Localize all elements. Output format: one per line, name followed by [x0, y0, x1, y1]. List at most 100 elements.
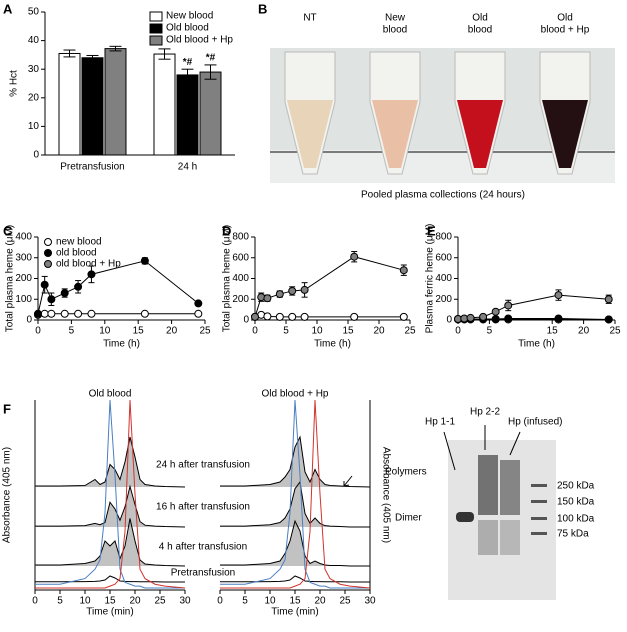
x-tick-label: 5	[57, 596, 63, 607]
tube-plasma	[287, 100, 333, 168]
tube-label: blood	[468, 25, 492, 36]
point	[479, 312, 488, 321]
point	[504, 314, 513, 323]
point	[40, 280, 49, 289]
tube-plasma	[542, 100, 588, 168]
point	[60, 309, 69, 318]
x-tick-label: 15	[342, 326, 354, 337]
point	[275, 290, 284, 299]
point	[40, 309, 49, 318]
legend-marker	[44, 238, 52, 246]
bar	[176, 74, 199, 156]
gel-marker-label: 100 kDa	[557, 514, 595, 525]
legend-label: New blood	[166, 11, 213, 22]
x-tick-label: 15	[289, 596, 301, 607]
x-tick-label: 20	[578, 326, 590, 337]
y-tick-label: 600	[232, 252, 249, 263]
legend-swatch	[149, 35, 163, 46]
trace-area	[220, 521, 370, 566]
gel-marker-label: 250 kDa	[557, 481, 595, 492]
tube-plasma	[372, 100, 418, 168]
x-tick-label: 20	[314, 596, 326, 607]
panel-label: D	[222, 223, 231, 238]
point	[87, 270, 96, 279]
x-axis-title: Time (h)	[314, 339, 351, 350]
point	[300, 285, 309, 294]
x-axis-title: Time (h)	[103, 339, 140, 350]
point	[47, 309, 56, 318]
x-tick-label: 25	[154, 596, 166, 607]
y-tick-label: 0	[446, 315, 452, 326]
gel-smear	[478, 455, 498, 515]
point	[140, 309, 149, 318]
trace	[220, 399, 371, 589]
trace	[35, 575, 185, 583]
x-tick-label: 25	[199, 326, 211, 337]
trace	[220, 435, 371, 488]
x-tick-label: 0	[217, 596, 223, 607]
x-tick-label: 10	[264, 596, 276, 607]
arrow	[343, 475, 353, 487]
point	[350, 312, 359, 321]
legend-swatch	[149, 11, 163, 22]
gel-band-label: Dimer	[395, 513, 422, 524]
gel-lane-label: Hp 2-2	[470, 407, 500, 418]
line	[254, 256, 404, 318]
bar	[104, 48, 127, 156]
legend-marker	[44, 249, 52, 257]
x-tick-label: 5	[487, 326, 493, 337]
x-tick-label: 5	[69, 326, 75, 337]
point	[87, 309, 96, 318]
y-axis-title: Total plasma heme (μM)	[222, 225, 233, 332]
legend-label: old blood + Hp	[56, 259, 121, 270]
x-tick-label: 20	[166, 326, 178, 337]
x-tick-label: 10	[311, 326, 323, 337]
point	[491, 314, 500, 323]
legend-label: Old blood + Hp	[166, 35, 233, 46]
legend-swatch	[149, 23, 163, 34]
trace	[220, 399, 370, 589]
y-tick-label: 0	[243, 315, 249, 326]
point	[263, 312, 272, 321]
y-tick-label: 40	[28, 35, 40, 46]
trace-label: 16 h after transfusion	[156, 502, 250, 513]
trace-label: 4 h after transfusion	[159, 542, 247, 553]
point	[47, 295, 56, 304]
y-axis-title: Total plasma heme (μM)	[5, 225, 16, 332]
gel-marker-label: 150 kDa	[557, 497, 595, 508]
x-tick-label: 15	[104, 596, 116, 607]
trace-area	[220, 437, 370, 487]
legend-marker	[44, 260, 52, 268]
tube-label: NT	[303, 13, 316, 24]
y-tick-label: 30	[28, 64, 40, 75]
gel-marker-label: 75 kDa	[557, 529, 589, 540]
trace	[35, 518, 186, 567]
point	[74, 282, 83, 291]
trace	[220, 480, 370, 528]
x-tick-label: 0	[32, 596, 38, 607]
gel-lane-label: Hp 1-1	[425, 417, 455, 428]
photo-caption: Pooled plasma collections (24 hours)	[361, 190, 525, 201]
y-tick-label: 0	[33, 150, 39, 161]
x-tick-label: 25	[404, 326, 416, 337]
y-axis-title: Absorbance (405 nm)	[380, 447, 391, 543]
gel-marker-band	[531, 532, 547, 535]
y-tick-label: 200	[15, 273, 32, 284]
trace	[35, 399, 185, 589]
trace	[220, 519, 370, 567]
legend-label: Old blood	[166, 23, 209, 34]
x-tick-label: 30	[179, 596, 191, 607]
point	[275, 312, 284, 321]
gel-pointer	[509, 431, 521, 456]
y-tick-label: 800	[232, 232, 249, 243]
bar	[199, 71, 222, 156]
point	[554, 314, 563, 323]
y-tick-label: 10	[28, 121, 40, 132]
gel-pointer	[443, 431, 456, 471]
y-axis-title: Plasma ferric heme (μM)	[425, 224, 436, 334]
y-tick-label: 200	[232, 294, 249, 305]
x-tick-label: 5	[242, 596, 248, 607]
trace-area	[35, 486, 185, 527]
y-axis-title: % Hct	[9, 70, 20, 97]
panel-label: E	[427, 223, 436, 238]
